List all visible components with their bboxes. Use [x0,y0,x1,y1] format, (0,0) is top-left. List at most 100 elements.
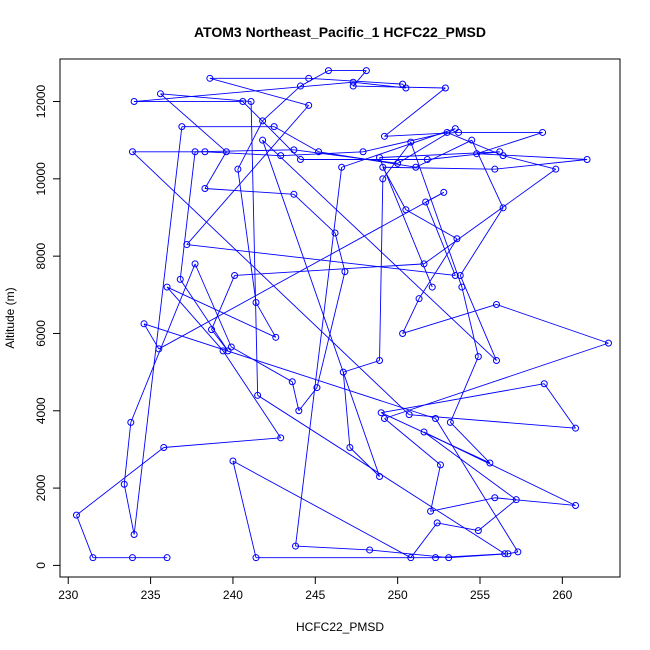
series-segment [450,422,491,464]
series-segment [423,431,517,501]
series-segment [430,497,495,512]
data-point [349,82,357,90]
data-point [422,198,430,206]
data-point [338,163,346,171]
series-segment [459,207,504,276]
y-tick-label: 0 [34,562,48,569]
data-point [89,554,97,562]
data-point [201,185,209,192]
series-segment [255,302,277,338]
series-segment [448,553,509,559]
series-segment [130,263,196,423]
series-segment [166,286,276,338]
x-tick-label: 240 [223,588,243,602]
data-point [583,156,591,164]
data-point [201,148,209,156]
data-point [451,271,459,279]
series-layer [72,67,612,562]
data-point [433,519,441,527]
x-tick-label: 260 [552,588,572,602]
data-point [219,347,227,355]
data-point [222,148,230,156]
series-segment [179,279,229,352]
data-point [359,148,367,156]
series-segment [179,151,196,280]
y-tick-label: 6000 [34,320,48,347]
series-segment [461,286,479,357]
data-point [427,507,435,515]
series-segment [160,93,227,153]
y-axis-label: Altitude (m) [3,287,17,348]
y-tick-label: 2000 [34,474,48,501]
series-segment [405,209,458,240]
chart-title: ATOM3 Northeast_Pacific_1 HCFC22_PMSD [194,24,486,40]
series-segment [232,460,257,558]
series-segment [397,128,456,164]
series-segment [343,360,380,373]
series-segment [133,126,183,535]
series-segment [209,77,309,106]
series-segment [76,514,94,558]
data-point [474,527,482,535]
series-segment [384,87,446,137]
data-point [288,378,296,386]
series-segment [204,188,294,195]
series-segment [232,460,412,559]
y-tick-label: 8000 [34,242,48,269]
series-segment [342,372,351,448]
data-point [407,554,415,562]
data-point [239,98,247,106]
series-segment [262,139,497,361]
series-segment [143,323,160,350]
series-segment [194,263,232,348]
data-point [140,320,148,328]
series-segment [123,484,135,535]
data-point [277,434,285,442]
series-segment [423,168,557,265]
data-point [376,357,384,365]
y-axis: 0 2000 4000 6000 8000 10000 12000 [34,85,60,569]
series-segment [353,81,406,89]
data-point [252,554,260,562]
x-tick-label: 235 [141,588,161,602]
data-point [270,123,278,131]
data-point [491,494,499,502]
data-point [252,299,260,307]
data-point [604,339,612,347]
data-point [362,67,370,75]
data-point [349,78,357,86]
data-point [376,472,384,480]
data-point [380,132,388,140]
data-point [405,411,413,419]
x-axis-label: HCFC22_PMSD [296,620,384,634]
x-tick-label: 230 [58,588,78,602]
data-point [552,165,560,173]
series-segment [76,447,165,516]
data-point [504,550,512,558]
series-segment [163,437,281,448]
x-tick-label: 255 [470,588,490,602]
data-point [445,554,453,562]
series-segment [507,551,518,555]
data-point [453,235,461,243]
series-segment [186,105,310,245]
series-segment [496,304,609,344]
data-point [492,357,500,365]
series-segment [384,418,441,466]
series-segment [262,140,380,477]
data-point [443,128,451,136]
data-point [324,67,332,75]
series-segment [295,545,370,551]
series-segment [459,275,497,361]
data-point [341,268,349,276]
data-point [346,444,354,451]
data-point [292,542,300,550]
data-point [163,283,171,291]
series-segment [237,120,263,170]
data-point [366,546,374,554]
series-segment [143,323,436,419]
series-segment [476,153,588,160]
series-segment [379,151,500,159]
x-tick-label: 250 [388,588,408,602]
